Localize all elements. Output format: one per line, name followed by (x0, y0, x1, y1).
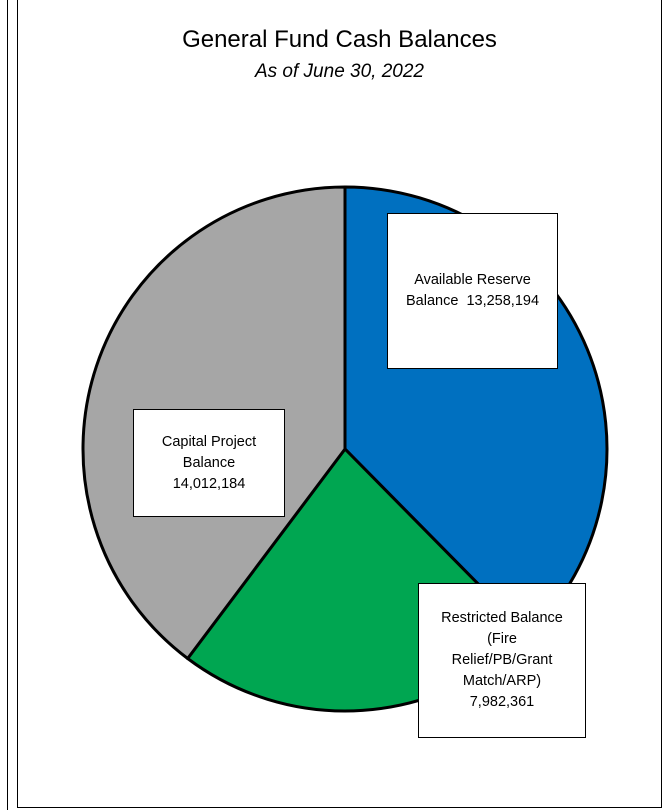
label-line: Restricted Balance (441, 610, 563, 626)
label-line: 14,012,184 (172, 475, 246, 492)
label-capital-project-text: Capital Project Balance 14,012,184 (162, 432, 256, 495)
label-line: (Fire (487, 631, 517, 647)
label-line: Match/ARP) (462, 673, 542, 689)
label-capital-project: Capital Project Balance 14,012,184 (133, 409, 285, 517)
chart-title: General Fund Cash Balances (182, 26, 497, 53)
chart-frame (17, 0, 662, 808)
label-line: 7,982,361 (469, 694, 535, 710)
label-line: Balance 13,258,194 (405, 293, 540, 309)
label-restricted-balance: Restricted Balance (Fire Relief/PB/Grant Ma… (418, 583, 586, 738)
label-line: Available Reserve (414, 272, 531, 288)
label-line: Capital Project (161, 433, 257, 450)
chart-subtitle: As of June 30, 2022 (254, 61, 424, 82)
left-divider (7, 0, 8, 810)
label-restricted-balance-text: Restricted Balance (Fire Relief/PB/Grant Ma… (441, 608, 563, 713)
label-line: Balance (182, 454, 236, 471)
label-available-reserve-text: Available Reserve Balance 13,258,194 (406, 270, 539, 312)
label-line: Relief/PB/Grant (451, 652, 553, 668)
label-available-reserve: Available Reserve Balance 13,258,194 (387, 213, 558, 369)
